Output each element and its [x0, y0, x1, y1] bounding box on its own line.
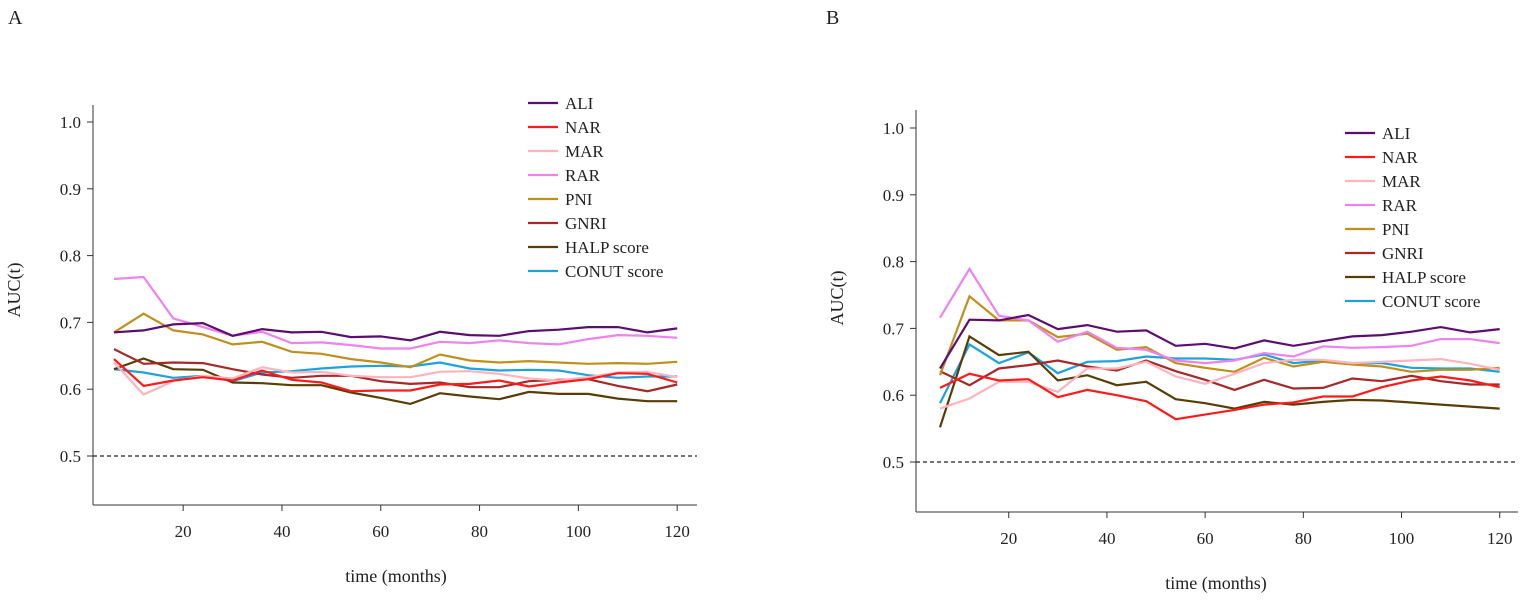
y-tick-label: 1.0 — [883, 119, 904, 138]
legend-label: HALP score — [1382, 268, 1466, 287]
legend-label: CONUT score — [1382, 292, 1480, 311]
legend-label: MAR — [565, 142, 604, 161]
y-tick-label: 0.5 — [60, 447, 81, 466]
legend-label: CONUT score — [565, 262, 663, 281]
series-line-rar — [113, 275, 678, 350]
series-line-halp-score — [113, 357, 678, 406]
panel-b: B 0.5 0.6 0.7 0.8 0.9 1.0 20 40 60 80 100 120 time (m… — [826, 7, 1518, 594]
x-tick-label: 120 — [1487, 529, 1513, 548]
legend-item: CONUT score — [528, 262, 663, 281]
legend-item: MAR — [528, 142, 604, 161]
series-line-ali — [939, 313, 1500, 370]
y-tick-label: 0.9 — [883, 186, 904, 205]
legend: ALI NAR MAR RAR PNI GNRI HALP score CONUT score — [528, 94, 663, 281]
x-axis-label: time (months) — [345, 566, 447, 587]
x-tick-label: 60 — [1197, 529, 1214, 548]
y-tick-label: 0.7 — [60, 313, 82, 332]
series-line-ali — [113, 321, 678, 342]
legend-item: MAR — [1345, 172, 1421, 191]
x-tick-label: 80 — [471, 522, 488, 541]
legend-item: HALP score — [528, 238, 649, 257]
legend-label: RAR — [1382, 196, 1418, 215]
y-tick-label: 0.6 — [883, 386, 904, 405]
series-line-rar — [939, 266, 1500, 365]
legend-item: ALI — [528, 94, 594, 113]
legend-item: PNI — [1345, 220, 1410, 239]
legend-item: ALI — [1345, 124, 1411, 143]
legend-label: NAR — [565, 118, 602, 137]
series-line-nar — [939, 372, 1500, 421]
legend: ALI NAR MAR RAR PNI GNRI HALP score CONUT score — [1345, 124, 1480, 311]
x-axis-label: time (months) — [1165, 573, 1267, 594]
x-tick-label: 20 — [1000, 529, 1017, 548]
legend-item: CONUT score — [1345, 292, 1480, 311]
legend-label: NAR — [1382, 148, 1419, 167]
y-axis-label: AUC(t) — [827, 271, 848, 326]
legend-item: GNRI — [1345, 244, 1424, 263]
panel-label: B — [826, 7, 839, 29]
x-tick-label: 40 — [273, 522, 290, 541]
legend-item: GNRI — [528, 214, 607, 233]
y-tick-label: 1.0 — [60, 113, 81, 132]
legend-label: GNRI — [1382, 244, 1424, 263]
series-line-mar — [113, 361, 678, 396]
legend-label: GNRI — [565, 214, 607, 233]
panel-label: A — [8, 7, 23, 29]
legend-label: RAR — [565, 166, 601, 185]
x-tick-label: 120 — [664, 522, 690, 541]
legend-item: RAR — [528, 166, 601, 185]
legend-item: RAR — [1345, 196, 1418, 215]
series-line-gnri — [939, 359, 1500, 392]
series-line-pni — [113, 312, 678, 369]
legend-item: NAR — [528, 118, 602, 137]
y-axis-label: AUC(t) — [4, 263, 25, 318]
legend-label: HALP score — [565, 238, 649, 257]
legend-label: PNI — [565, 190, 593, 209]
series-group — [938, 266, 1500, 428]
x-tick-label: 40 — [1098, 529, 1115, 548]
y-tick-label: 0.5 — [883, 453, 904, 472]
y-tick-label: 0.7 — [883, 319, 905, 338]
y-tick-label: 0.8 — [883, 253, 904, 272]
x-tick-label: 60 — [372, 522, 389, 541]
x-tick-label: 100 — [1389, 529, 1415, 548]
x-tick-label: 20 — [175, 522, 192, 541]
series-line-halp-score — [938, 334, 1500, 428]
y-tick-label: 0.8 — [60, 247, 81, 266]
x-tick-label: 100 — [566, 522, 592, 541]
legend-item: HALP score — [1345, 268, 1466, 287]
legend-label: PNI — [1382, 220, 1410, 239]
legend-label: ALI — [1382, 124, 1411, 143]
legend-label: MAR — [1382, 172, 1421, 191]
x-tick-label: 80 — [1295, 529, 1312, 548]
legend-item: NAR — [1345, 148, 1419, 167]
y-tick-label: 0.9 — [60, 180, 81, 199]
legend-item: PNI — [528, 190, 593, 209]
series-line-nar — [113, 358, 678, 393]
panel-a: A 0.5 0.6 0.7 0.8 0.9 1.0 20 40 60 80 100 120 time (m… — [4, 7, 697, 587]
series-group — [113, 275, 678, 406]
legend-label: ALI — [565, 94, 594, 113]
y-tick-label: 0.6 — [60, 380, 81, 399]
